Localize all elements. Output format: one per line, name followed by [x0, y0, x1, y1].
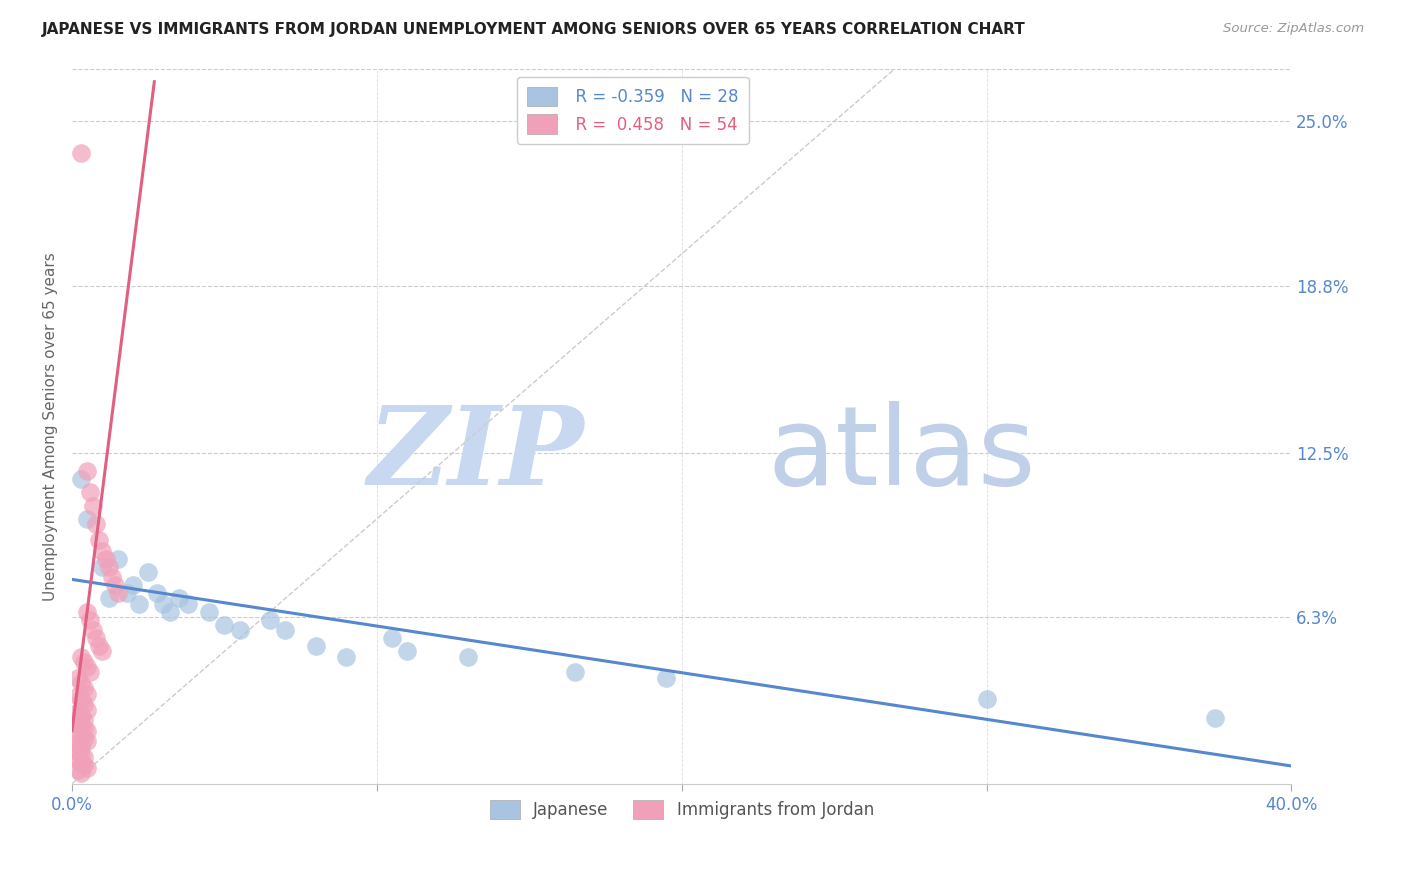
- Point: [67, 753, 90, 767]
- Point: [655, 671, 678, 685]
- Point: [73, 750, 96, 764]
- Point: [70, 146, 93, 161]
- Point: [70, 729, 93, 743]
- Point: [86, 517, 108, 532]
- Point: [97, 559, 120, 574]
- Point: [177, 597, 200, 611]
- Text: ZIP: ZIP: [367, 401, 583, 508]
- Point: [73, 698, 96, 712]
- Point: [104, 578, 127, 592]
- Point: [97, 591, 120, 606]
- Point: [79, 485, 101, 500]
- Point: [73, 681, 96, 696]
- Point: [67, 745, 90, 759]
- Point: [335, 649, 357, 664]
- Point: [73, 713, 96, 727]
- Point: [70, 756, 93, 770]
- Point: [73, 731, 96, 746]
- Point: [274, 623, 297, 637]
- Text: JAPANESE VS IMMIGRANTS FROM JORDAN UNEMPLOYMENT AMONG SENIORS OVER 65 YEARS CORR: JAPANESE VS IMMIGRANTS FROM JORDAN UNEMP…: [42, 22, 1026, 37]
- Point: [146, 586, 169, 600]
- Point: [67, 671, 90, 685]
- Point: [564, 665, 586, 680]
- Point: [67, 705, 90, 719]
- Point: [167, 591, 190, 606]
- Point: [115, 586, 138, 600]
- Point: [259, 613, 281, 627]
- Point: [107, 586, 129, 600]
- Point: [305, 639, 328, 653]
- Point: [67, 726, 90, 740]
- Point: [70, 710, 93, 724]
- Point: [73, 655, 96, 669]
- Point: [76, 660, 98, 674]
- Point: [76, 723, 98, 738]
- Point: [67, 764, 90, 778]
- Point: [128, 597, 150, 611]
- Point: [82, 499, 104, 513]
- Point: [152, 597, 174, 611]
- Point: [70, 739, 93, 754]
- Point: [1204, 710, 1226, 724]
- Point: [67, 737, 90, 751]
- Point: [63, 742, 86, 756]
- Legend: Japanese, Immigrants from Jordan: Japanese, Immigrants from Jordan: [482, 793, 880, 825]
- Point: [457, 649, 479, 664]
- Point: [976, 692, 998, 706]
- Point: [94, 551, 117, 566]
- Point: [76, 512, 98, 526]
- Point: [76, 702, 98, 716]
- Point: [76, 464, 98, 478]
- Point: [159, 605, 181, 619]
- Point: [70, 707, 93, 722]
- Point: [70, 747, 93, 762]
- Point: [79, 665, 101, 680]
- Point: [67, 690, 90, 704]
- Point: [228, 623, 250, 637]
- Point: [70, 718, 93, 732]
- Point: [107, 551, 129, 566]
- Point: [70, 649, 93, 664]
- Point: [381, 631, 404, 645]
- Point: [70, 692, 93, 706]
- Text: atlas: atlas: [768, 401, 1036, 508]
- Point: [214, 617, 236, 632]
- Point: [82, 623, 104, 637]
- Point: [76, 687, 98, 701]
- Point: [67, 715, 90, 730]
- Point: [76, 734, 98, 748]
- Point: [136, 565, 159, 579]
- Point: [79, 613, 101, 627]
- Point: [91, 559, 114, 574]
- Point: [100, 570, 122, 584]
- Point: [89, 639, 111, 653]
- Text: Source: ZipAtlas.com: Source: ZipAtlas.com: [1223, 22, 1364, 36]
- Point: [76, 605, 98, 619]
- Point: [396, 644, 419, 658]
- Point: [89, 533, 111, 547]
- Point: [91, 644, 114, 658]
- Point: [86, 631, 108, 645]
- Y-axis label: Unemployment Among Seniors over 65 years: Unemployment Among Seniors over 65 years: [44, 252, 58, 600]
- Point: [76, 761, 98, 775]
- Point: [91, 543, 114, 558]
- Point: [70, 676, 93, 690]
- Point: [198, 605, 221, 619]
- Point: [122, 578, 145, 592]
- Point: [70, 472, 93, 486]
- Point: [70, 766, 93, 780]
- Point: [73, 758, 96, 772]
- Point: [73, 721, 96, 735]
